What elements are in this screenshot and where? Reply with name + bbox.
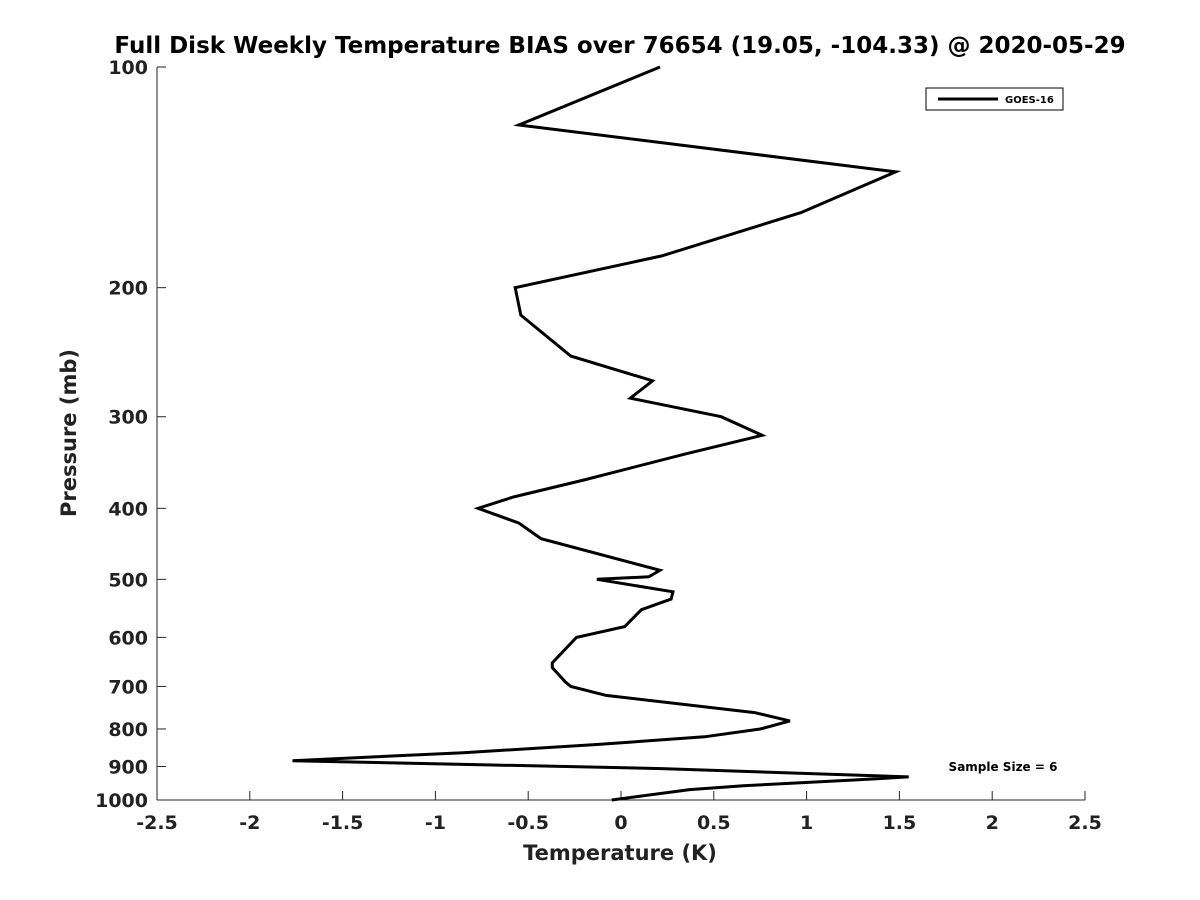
x-tick-label: -0.5 (507, 812, 549, 834)
x-tick-label: 2.5 (1068, 812, 1102, 834)
x-tick-label: 2 (986, 812, 999, 834)
x-tick-label: -2 (239, 812, 260, 834)
y-tick-label: 900 (108, 756, 148, 778)
x-tick-label: 0.5 (697, 812, 731, 834)
y-axis-label: Pressure (mb) (57, 349, 81, 517)
legend: GOES-16 (925, 87, 1064, 111)
series-layer (292, 65, 909, 802)
y-tick-label: 300 (108, 407, 148, 429)
chart-title: Full Disk Weekly Temperature BIAS over 7… (114, 33, 1125, 59)
x-tick-label: 1.5 (883, 812, 917, 834)
x-tick-label: 1 (800, 812, 813, 834)
y-tick-label: 400 (108, 498, 148, 520)
y-tick-label: 1000 (95, 790, 148, 812)
y-axis: 100 200 300 400 500 600 700 800 900 1000 (95, 57, 166, 812)
y-tick-label: 800 (108, 719, 148, 741)
y-tick-label: 500 (108, 569, 148, 591)
y-tick-label: 700 (108, 676, 148, 698)
x-axis-label: Temperature (K) (523, 841, 717, 865)
x-tick-label: -2.5 (136, 812, 178, 834)
legend-label: GOES-16 (1005, 95, 1054, 106)
series-line-0 (292, 65, 909, 802)
y-tick-label: 600 (108, 627, 148, 649)
x-tick-label: -1.5 (322, 812, 364, 834)
x-tick-label: -1 (425, 812, 446, 834)
y-tick-label: 200 (108, 278, 148, 300)
x-tick-label: 0 (614, 812, 627, 834)
x-axis: -2.5 -2 -1.5 -1 -0.5 0 0.5 1 1.5 2 2.5 (136, 791, 1102, 834)
y-tick-label: 100 (108, 57, 148, 79)
sample-size-annotation: Sample Size = 6 (949, 760, 1058, 774)
